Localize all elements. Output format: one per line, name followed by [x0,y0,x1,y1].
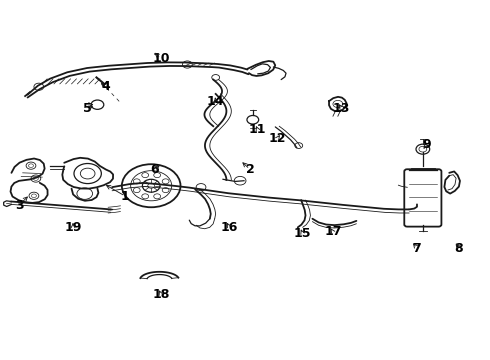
Text: 11: 11 [249,123,267,136]
Text: 9: 9 [422,138,431,150]
Text: 12: 12 [269,132,286,145]
Text: 16: 16 [220,221,238,234]
Text: 8: 8 [455,242,464,255]
Text: 2: 2 [245,163,254,176]
Text: 10: 10 [152,51,170,64]
Text: 3: 3 [15,199,24,212]
Text: 19: 19 [64,221,82,234]
Text: 5: 5 [83,102,92,115]
Text: 7: 7 [413,242,421,255]
Text: 18: 18 [152,288,170,301]
Text: 17: 17 [324,225,342,238]
Text: 6: 6 [150,163,159,176]
Text: 4: 4 [101,80,110,93]
Text: 15: 15 [294,227,312,240]
Text: 14: 14 [207,95,224,108]
Text: 13: 13 [333,102,350,115]
Text: 1: 1 [121,190,130,203]
